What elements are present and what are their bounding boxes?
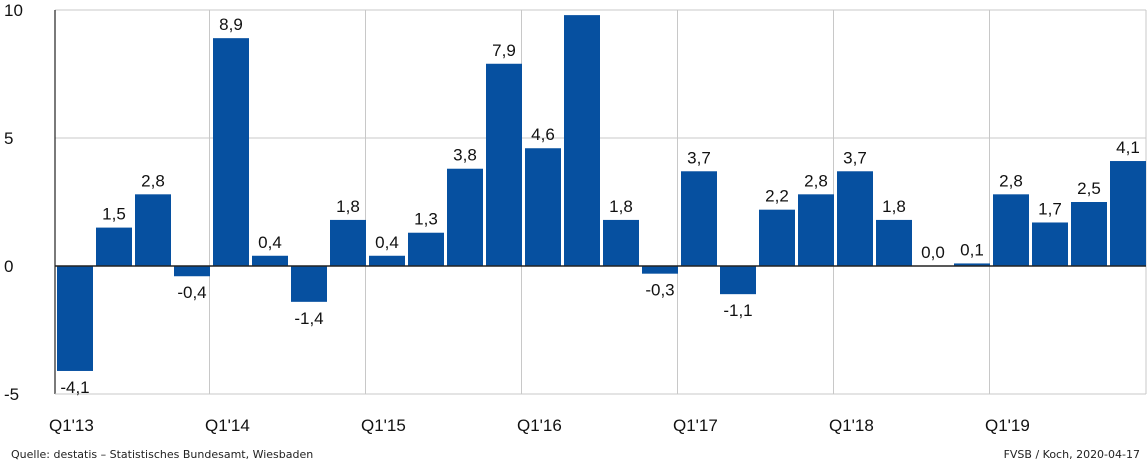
data-label: -1,4 — [294, 309, 323, 328]
data-label: 0,4 — [258, 233, 282, 252]
bar — [252, 255, 288, 266]
data-label: 8,9 — [219, 15, 243, 34]
bar — [135, 194, 171, 266]
x-tick-label: Q1'15 — [361, 416, 406, 435]
x-tick-label: Q1'13 — [49, 416, 94, 435]
bar — [564, 15, 600, 267]
data-label: 0,4 — [375, 233, 399, 252]
bar — [837, 171, 873, 266]
bar — [369, 255, 405, 266]
bar — [798, 194, 834, 266]
data-label: 1,3 — [414, 210, 438, 229]
bar — [993, 194, 1029, 266]
data-label: 2,2 — [765, 187, 789, 206]
bar — [954, 263, 990, 266]
data-label: 1,5 — [102, 205, 126, 224]
data-label: -1,1 — [723, 301, 752, 320]
y-tick-label: 10 — [4, 1, 23, 20]
bar — [174, 266, 210, 277]
y-tick-label: 0 — [4, 257, 13, 276]
y-tick-label: -5 — [4, 385, 19, 404]
bar — [876, 219, 912, 266]
bar — [330, 219, 366, 266]
data-label: -0,3 — [645, 281, 674, 300]
data-label: 4,1 — [1116, 138, 1140, 157]
data-label: 1,7 — [1038, 199, 1062, 218]
bar — [213, 38, 249, 266]
x-tick-label: Q1'18 — [829, 416, 874, 435]
bar — [1032, 222, 1068, 266]
data-label: 1,8 — [609, 197, 633, 216]
bar — [1110, 161, 1146, 266]
bar — [96, 227, 132, 266]
data-label: 1,8 — [336, 197, 360, 216]
x-tick-label: Q1'17 — [673, 416, 718, 435]
bar — [681, 171, 717, 266]
bar — [603, 219, 639, 266]
y-tick-label: 5 — [4, 129, 13, 148]
bar — [525, 148, 561, 266]
data-label: 3,7 — [843, 148, 867, 167]
tick-labels: 10 5 0 -5 Q1'13 Q1'14 Q1'15 Q1'16 Q1'17 Q1'18 Q1'1… — [4, 1, 1030, 435]
data-label: 2,5 — [1077, 179, 1101, 198]
data-label: -4,1 — [60, 378, 89, 397]
data-label: 1,8 — [882, 197, 906, 216]
data-label: 3,7 — [687, 148, 711, 167]
axes — [54, 10, 1146, 395]
bar — [447, 168, 483, 266]
data-label: 0,0 — [921, 243, 945, 262]
data-label: 2,8 — [804, 171, 828, 190]
bar — [1071, 202, 1107, 266]
data-label: 7,9 — [492, 41, 516, 60]
bar — [720, 266, 756, 295]
x-tick-label: Q1'19 — [985, 416, 1030, 435]
bar — [642, 266, 678, 274]
x-tick-label: Q1'14 — [205, 416, 250, 435]
credit-note: FVSB / Koch, 2020-04-17 — [1003, 448, 1140, 461]
data-label: 3,8 — [453, 146, 477, 165]
x-tick-label: Q1'16 — [517, 416, 562, 435]
data-labels: -4,1 1,5 2,8 -0,4 8,9 0,4 -1,4 1,8 0,4 1,3 3,8 7,9 4… — [60, 15, 1139, 397]
bar — [408, 232, 444, 266]
bar — [759, 209, 795, 266]
source-note: Quelle: destatis – Statistisches Bundesa… — [11, 448, 314, 461]
data-label: 2,8 — [141, 171, 165, 190]
data-label: 2,8 — [999, 171, 1023, 190]
bar — [486, 63, 522, 267]
bar — [57, 266, 93, 371]
bars — [57, 15, 1146, 371]
data-label: 4,6 — [531, 125, 555, 144]
data-label: 0,1 — [960, 240, 984, 259]
bar — [291, 266, 327, 302]
data-label: -0,4 — [177, 283, 206, 302]
